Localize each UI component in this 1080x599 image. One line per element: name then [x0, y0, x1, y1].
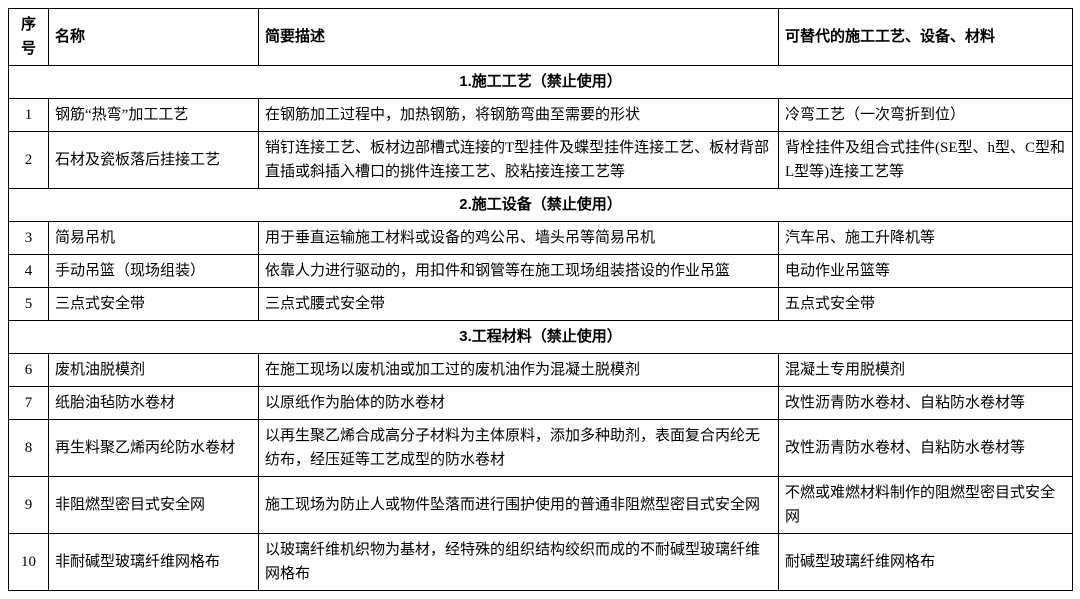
cell-desc: 在钢筋加工过程中，加热钢筋，将钢筋弯曲至需要的形状 [259, 99, 779, 132]
col-header-desc: 简要描述 [259, 9, 779, 66]
cell-alt: 电动作业吊篮等 [779, 255, 1073, 288]
cell-alt: 汽车吊、施工升降机等 [779, 222, 1073, 255]
cell-seq: 3 [9, 222, 49, 255]
col-header-name: 名称 [49, 9, 259, 66]
section-title: 1.施工工艺（禁止使用） [9, 66, 1073, 99]
cell-seq: 4 [9, 255, 49, 288]
cell-seq: 8 [9, 420, 49, 477]
section-header: 3.工程材料（禁止使用） [9, 321, 1073, 354]
section-title: 2.施工设备（禁止使用） [9, 189, 1073, 222]
table-header: 序号 名称 简要描述 可替代的施工工艺、设备、材料 [9, 9, 1073, 66]
cell-desc: 以原纸作为胎体的防水卷材 [259, 387, 779, 420]
cell-desc: 在施工现场以废机油或加工过的废机油作为混凝土脱模剂 [259, 354, 779, 387]
cell-name: 石材及瓷板落后挂接工艺 [49, 132, 259, 189]
cell-seq: 10 [9, 534, 49, 591]
cell-name: 手动吊篮（现场组装） [49, 255, 259, 288]
table-row: 8再生料聚乙烯丙纶防水卷材以再生聚乙烯合成高分子材料为主体原料，添加多种助剂，表… [9, 420, 1073, 477]
cell-name: 再生料聚乙烯丙纶防水卷材 [49, 420, 259, 477]
cell-seq: 6 [9, 354, 49, 387]
cell-alt: 耐碱型玻璃纤维网格布 [779, 534, 1073, 591]
table-row: 2石材及瓷板落后挂接工艺销钉连接工艺、板材边部槽式连接的T型挂件及蝶型挂件连接工… [9, 132, 1073, 189]
cell-seq: 7 [9, 387, 49, 420]
cell-seq: 2 [9, 132, 49, 189]
cell-alt: 不燃或难燃材料制作的阻燃型密目式安全网 [779, 477, 1073, 534]
table-row: 7纸胎油毡防水卷材以原纸作为胎体的防水卷材改性沥青防水卷材、自粘防水卷材等 [9, 387, 1073, 420]
table-row: 4手动吊篮（现场组装）依靠人力进行驱动的，用扣件和钢管等在施工现场组装搭设的作业… [9, 255, 1073, 288]
table-body: 1.施工工艺（禁止使用）1钢筋“热弯”加工工艺在钢筋加工过程中，加热钢筋，将钢筋… [9, 66, 1073, 591]
cell-alt: 五点式安全带 [779, 288, 1073, 321]
cell-desc: 依靠人力进行驱动的，用扣件和钢管等在施工现场组装搭设的作业吊篮 [259, 255, 779, 288]
cell-name: 废机油脱模剂 [49, 354, 259, 387]
cell-desc: 施工现场为防止人或物件坠落而进行围护使用的普通非阻燃型密目式安全网 [259, 477, 779, 534]
cell-desc: 三点式腰式安全带 [259, 288, 779, 321]
cell-name: 简易吊机 [49, 222, 259, 255]
cell-alt: 混凝土专用脱模剂 [779, 354, 1073, 387]
table-row: 1钢筋“热弯”加工工艺在钢筋加工过程中，加热钢筋，将钢筋弯曲至需要的形状冷弯工艺… [9, 99, 1073, 132]
cell-name: 纸胎油毡防水卷材 [49, 387, 259, 420]
section-title: 3.工程材料（禁止使用） [9, 321, 1073, 354]
col-header-seq: 序号 [9, 9, 49, 66]
cell-name: 非耐碱型玻璃纤维网格布 [49, 534, 259, 591]
table-row: 9非阻燃型密目式安全网施工现场为防止人或物件坠落而进行围护使用的普通非阻燃型密目… [9, 477, 1073, 534]
cell-name: 钢筋“热弯”加工工艺 [49, 99, 259, 132]
cell-desc: 用于垂直运输施工材料或设备的鸡公吊、墙头吊等简易吊机 [259, 222, 779, 255]
cell-desc: 以再生聚乙烯合成高分子材料为主体原料，添加多种助剂，表面复合丙纶无纺布，经压延等… [259, 420, 779, 477]
section-header: 1.施工工艺（禁止使用） [9, 66, 1073, 99]
cell-name: 三点式安全带 [49, 288, 259, 321]
cell-name: 非阻燃型密目式安全网 [49, 477, 259, 534]
table-row: 10非耐碱型玻璃纤维网格布以玻璃纤维机织物为基材，经特殊的组织结构绞织而成的不耐… [9, 534, 1073, 591]
table-row: 6废机油脱模剂在施工现场以废机油或加工过的废机油作为混凝土脱模剂混凝土专用脱模剂 [9, 354, 1073, 387]
col-header-alt: 可替代的施工工艺、设备、材料 [779, 9, 1073, 66]
cell-alt: 改性沥青防水卷材、自粘防水卷材等 [779, 420, 1073, 477]
cell-alt: 背栓挂件及组合式挂件(SE型、h型、C型和L型等)连接工艺等 [779, 132, 1073, 189]
cell-seq: 1 [9, 99, 49, 132]
prohibited-items-table: 序号 名称 简要描述 可替代的施工工艺、设备、材料 1.施工工艺（禁止使用）1钢… [8, 8, 1073, 591]
table-row: 3简易吊机用于垂直运输施工材料或设备的鸡公吊、墙头吊等简易吊机汽车吊、施工升降机… [9, 222, 1073, 255]
cell-alt: 改性沥青防水卷材、自粘防水卷材等 [779, 387, 1073, 420]
cell-seq: 5 [9, 288, 49, 321]
cell-seq: 9 [9, 477, 49, 534]
cell-alt: 冷弯工艺（一次弯折到位） [779, 99, 1073, 132]
cell-desc: 以玻璃纤维机织物为基材，经特殊的组织结构绞织而成的不耐碱型玻璃纤维网格布 [259, 534, 779, 591]
section-header: 2.施工设备（禁止使用） [9, 189, 1073, 222]
cell-desc: 销钉连接工艺、板材边部槽式连接的T型挂件及蝶型挂件连接工艺、板材背部直插或斜插入… [259, 132, 779, 189]
table-row: 5三点式安全带三点式腰式安全带五点式安全带 [9, 288, 1073, 321]
